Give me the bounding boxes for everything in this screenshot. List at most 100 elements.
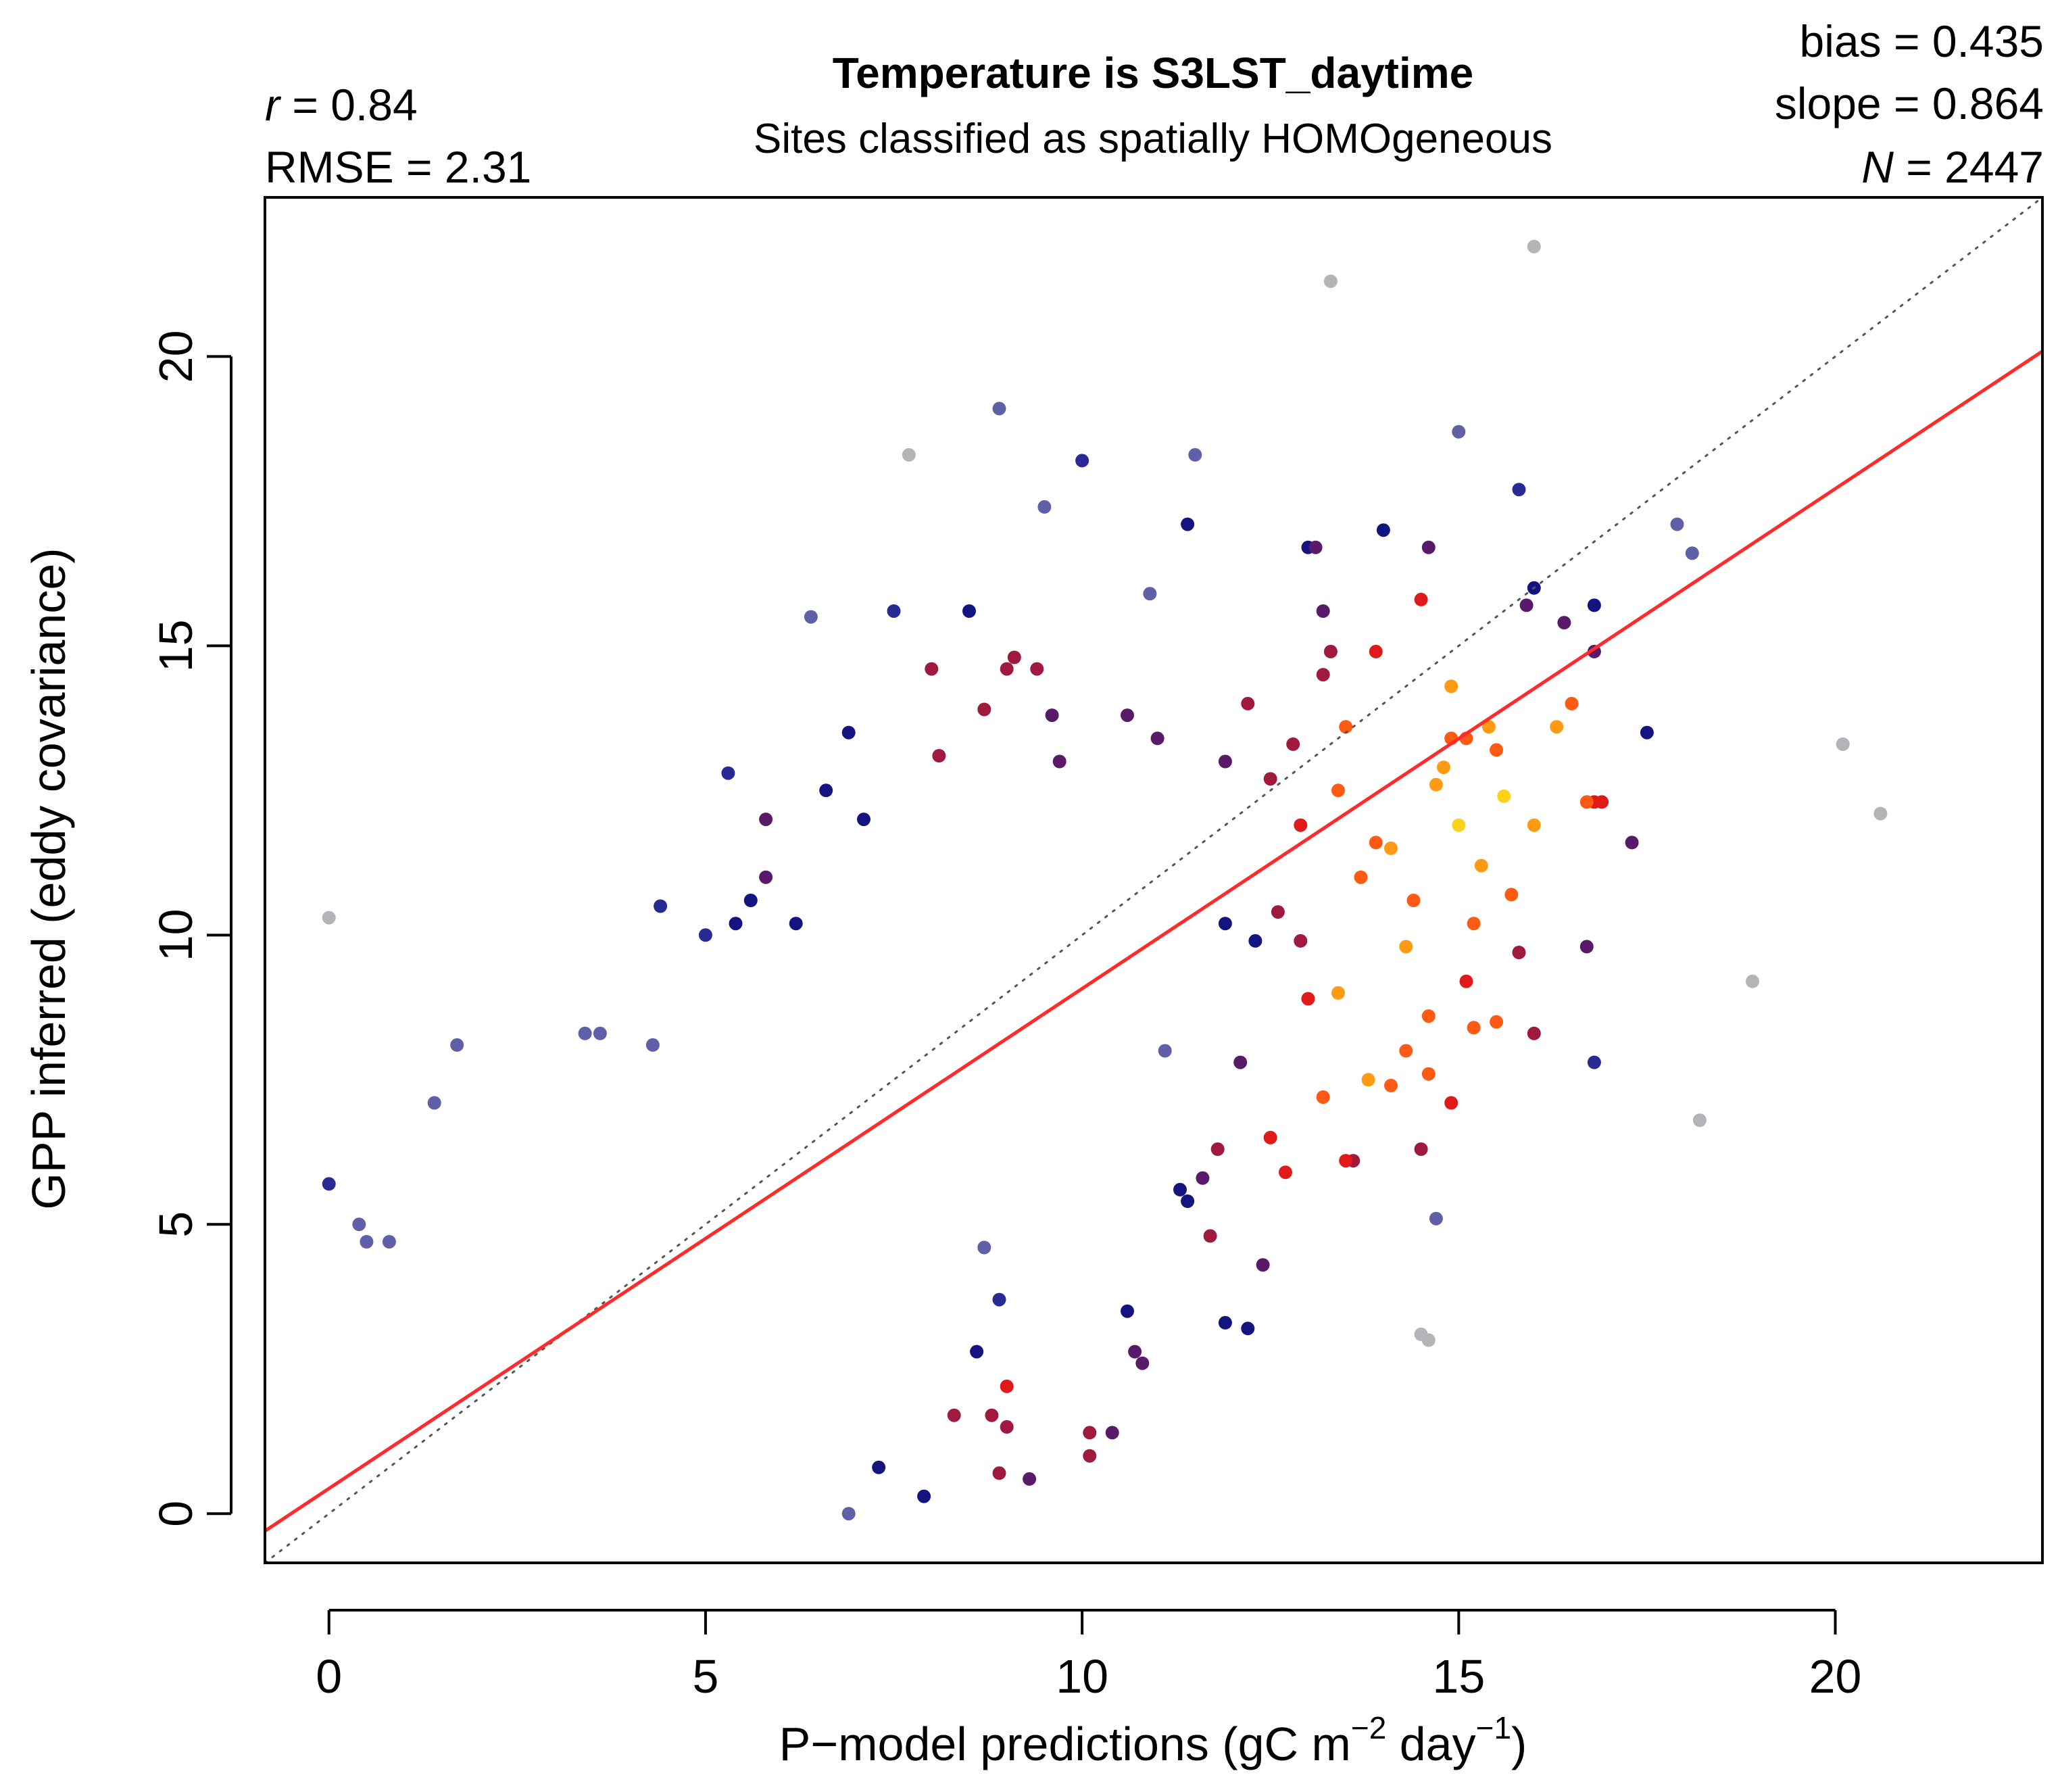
scatter-point (992, 1292, 1006, 1307)
scatter-point (1210, 1142, 1225, 1156)
scatter-point (1233, 1055, 1248, 1069)
scatter-point (1045, 708, 1059, 723)
chart-title: Temperature is S3LST_daytime (833, 49, 1474, 97)
scatter-point (1369, 644, 1383, 658)
scatter-point (1579, 795, 1594, 809)
scatter-point (1565, 696, 1579, 710)
y-tick-label: 0 (149, 1501, 202, 1527)
scatter-point (1083, 1426, 1097, 1440)
scatter-point (1052, 754, 1066, 769)
scatter-point (1121, 1304, 1134, 1318)
scatter-point (1873, 806, 1888, 821)
scatter-point (1143, 587, 1157, 601)
scatter-point (1421, 1333, 1436, 1347)
x-axis-label-mid: day (1386, 1718, 1475, 1770)
scatter-point (759, 813, 773, 827)
scatter-point (1625, 836, 1639, 850)
scatter-point (1196, 1171, 1210, 1185)
scatter-point (1294, 934, 1308, 948)
scatter-point (360, 1235, 374, 1249)
scatter-point (1316, 1090, 1330, 1104)
scatter-point (872, 1460, 886, 1474)
scatter-point (925, 662, 939, 676)
scatter-point (887, 604, 901, 618)
scatter-point (1512, 483, 1526, 497)
scatter-point (645, 1038, 660, 1052)
stat-n-symbol: N (1861, 142, 1894, 192)
scatter-point (1670, 517, 1684, 531)
scatter-point (992, 402, 1006, 416)
scatter-point (947, 1408, 961, 1422)
scatter-point (1037, 500, 1052, 514)
scatter-point (1286, 737, 1300, 751)
x-tick-label: 15 (1432, 1650, 1485, 1703)
scatter-point (1308, 540, 1323, 554)
scatter-point (1135, 1356, 1150, 1370)
scatter-point (1685, 546, 1699, 560)
stat-r: r = 0.84 (265, 80, 418, 130)
scatter-point (1836, 737, 1850, 751)
scatter-point (1504, 888, 1519, 902)
scatter-point (1361, 1073, 1375, 1087)
scatter-point (1414, 1142, 1428, 1156)
scatter-point (1083, 1449, 1097, 1463)
scatter-point (729, 917, 743, 931)
scatter-point (1384, 1078, 1398, 1092)
scatter-point (1173, 1182, 1187, 1196)
scatter-point (977, 702, 991, 717)
scatter-point (1331, 986, 1345, 1000)
scatter-point (1640, 725, 1654, 740)
scatter-point (1030, 662, 1044, 676)
scatter-point (1339, 1154, 1353, 1168)
scatter-point (1579, 940, 1594, 954)
stat-bias: bias = 0.435 (1800, 16, 2044, 66)
scatter-point (789, 917, 803, 931)
scatter-point (841, 1507, 856, 1521)
scatter-point (1339, 720, 1353, 734)
scatter-point (1746, 974, 1759, 988)
x-axis-label: P−model predictions (gC m−2 day−1) (779, 1710, 1527, 1770)
scatter-point (804, 610, 818, 624)
scatter-point (932, 749, 946, 762)
scatter-point (593, 1026, 607, 1040)
scatter-point (1218, 1315, 1232, 1330)
x-tick-label: 0 (316, 1650, 342, 1703)
scatter-point (1323, 644, 1338, 658)
y-axis-label: GPP inferred (eddy covariance) (22, 548, 75, 1209)
y-tick-label: 15 (149, 619, 202, 672)
scatter-point (1452, 818, 1466, 832)
scatter-point (1587, 1055, 1601, 1069)
scatter-point (1150, 731, 1164, 746)
scatter-point (1158, 1044, 1172, 1058)
scatter-point (1512, 946, 1526, 959)
scatter-point (992, 1466, 1006, 1480)
scatter-point (841, 725, 856, 740)
stat-n-value: = 2447 (1894, 142, 2044, 192)
scatter-point (450, 1038, 464, 1052)
scatter-point (1188, 447, 1202, 462)
scatter-point (1000, 1420, 1014, 1434)
scatter-point (1429, 1211, 1443, 1226)
x-axis-label-end: ) (1511, 1718, 1527, 1770)
scatter-point (1399, 1044, 1413, 1058)
y-tick-label: 5 (149, 1211, 202, 1238)
scatter-point (985, 1408, 999, 1422)
scatter-point (1421, 1009, 1436, 1023)
scatter-point (1474, 858, 1488, 873)
scatter-point (1105, 1426, 1119, 1440)
scatter-point (1557, 616, 1571, 630)
regression-line (265, 349, 2042, 1532)
scatter-point (1384, 841, 1398, 855)
scatter-point (1467, 917, 1481, 931)
scatter-point (1421, 540, 1436, 554)
scatter-point (1444, 1096, 1458, 1110)
identity-line (265, 197, 2042, 1563)
scatter-point (1376, 523, 1390, 537)
stat-r-symbol: r (265, 80, 282, 130)
scatter-point (1121, 708, 1134, 723)
scatter-point (1218, 917, 1232, 931)
scatter-point (902, 447, 916, 462)
scatter-point (1263, 772, 1277, 786)
x-tick-label: 5 (692, 1650, 718, 1703)
scatter-point (1459, 974, 1473, 988)
